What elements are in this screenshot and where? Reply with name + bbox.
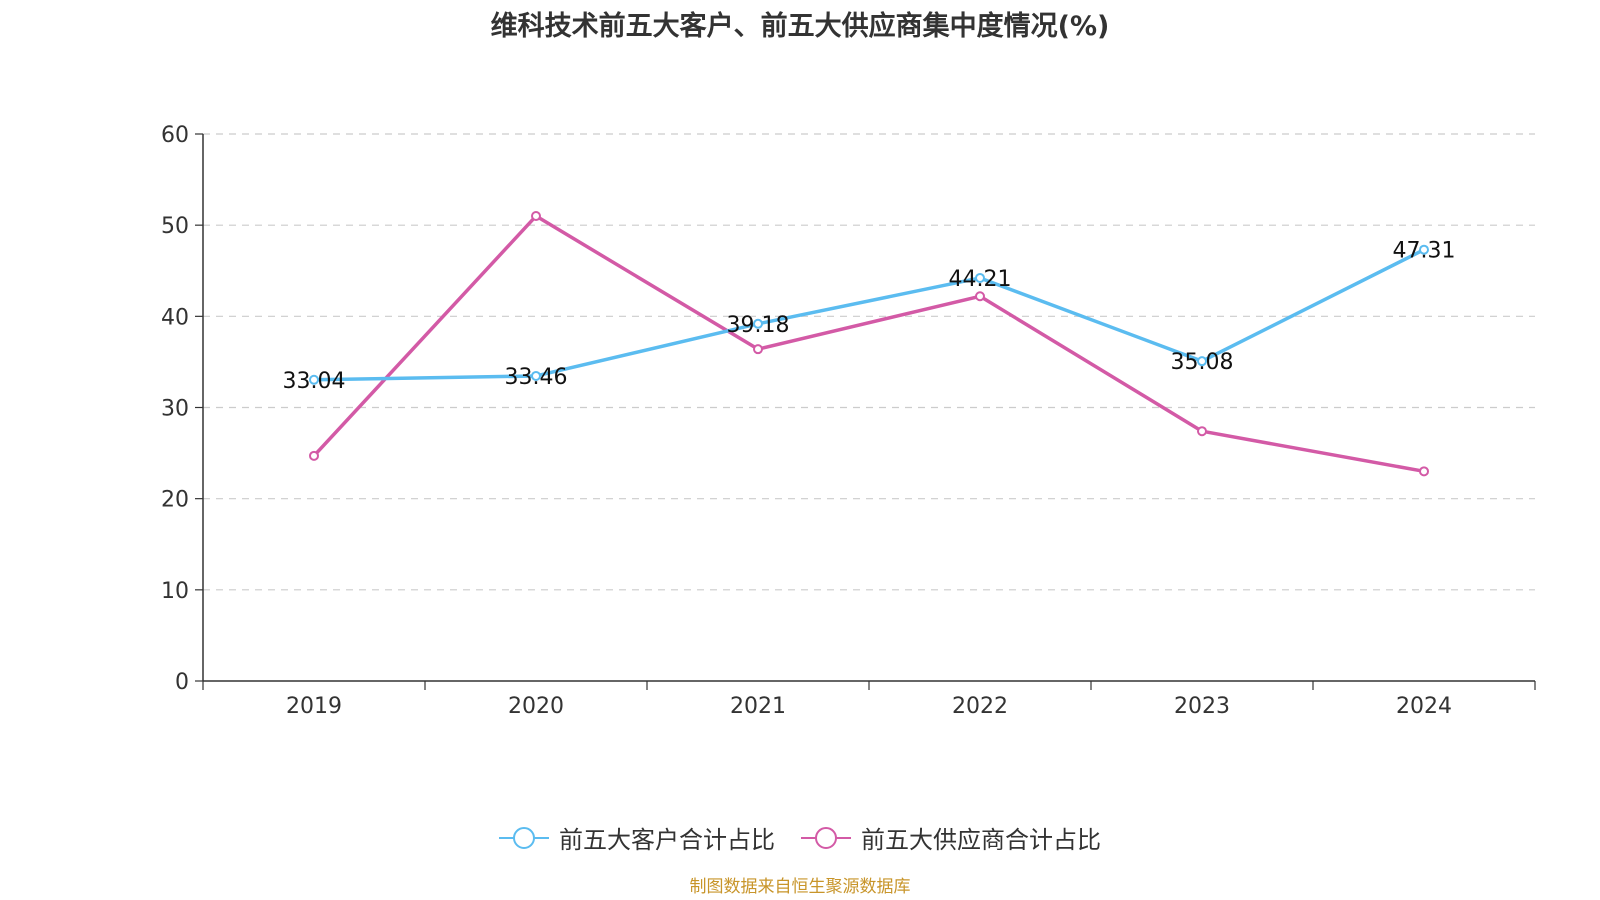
data-label: 33.04 xyxy=(283,369,346,394)
data-label: 47.31 xyxy=(1393,239,1456,264)
series-line-1 xyxy=(312,214,1425,474)
data-point[interactable] xyxy=(531,211,541,222)
x-tick-label: 2024 xyxy=(1396,694,1452,719)
data-point[interactable] xyxy=(975,272,985,283)
data-point[interactable] xyxy=(753,318,763,329)
data-label: 35.08 xyxy=(1171,350,1234,375)
legend-item-suppliers[interactable]: 前五大供应商合计占比 xyxy=(801,820,1101,855)
legend-label-customers: 前五大客户合计占比 xyxy=(559,826,775,854)
x-tick-label: 2022 xyxy=(952,694,1008,719)
data-point[interactable] xyxy=(309,450,319,461)
y-tick-label: 50 xyxy=(161,214,189,239)
data-labels: 33.04 33.46 39.18 44.21 35.08 47.31 xyxy=(283,239,1456,394)
chart-title: 维科技术前五大客户、前五大供应商集中度情况(%) xyxy=(490,11,1110,42)
legend-label-suppliers: 前五大供应商合计占比 xyxy=(861,826,1101,854)
y-tick-label: 60 xyxy=(161,123,189,148)
data-point[interactable] xyxy=(1197,426,1207,437)
x-tick-label: 2021 xyxy=(730,694,786,719)
y-tick-label: 20 xyxy=(161,488,189,513)
x-tick-label: 2020 xyxy=(508,694,564,719)
data-point[interactable] xyxy=(531,370,541,381)
legend-marker-suppliers-icon xyxy=(801,826,851,849)
data-label: 44.21 xyxy=(949,267,1012,292)
grid-lines xyxy=(203,133,1535,591)
data-point[interactable] xyxy=(753,344,763,355)
data-point[interactable] xyxy=(975,291,985,302)
x-tick-label: 2019 xyxy=(286,694,342,719)
data-point[interactable] xyxy=(1419,244,1429,255)
data-label: 39.18 xyxy=(727,313,790,338)
data-point[interactable] xyxy=(1419,466,1429,477)
y-tick-label: 40 xyxy=(161,305,189,330)
series-lines xyxy=(309,211,1429,477)
y-tick-label: 30 xyxy=(161,397,189,422)
legend: 前五大客户合计占比 前五大供应商合计占比 xyxy=(0,820,1600,855)
series-line-0 xyxy=(313,248,1425,382)
legend-marker-customers-icon xyxy=(499,826,549,849)
source-note: 制图数据来自恒生聚源数据库 xyxy=(689,877,911,897)
data-point[interactable] xyxy=(1197,356,1207,367)
data-label: 33.46 xyxy=(505,365,568,390)
y-tick-label: 10 xyxy=(161,579,189,604)
axes: 0 10 20 30 40 50 60 2019 2020 2021 2022 2023 2024 xyxy=(161,123,1536,719)
legend-item-customers[interactable]: 前五大客户合计占比 xyxy=(499,820,775,855)
y-tick-label: 0 xyxy=(175,670,189,695)
x-tick-label: 2023 xyxy=(1174,694,1230,719)
data-point[interactable] xyxy=(309,374,319,385)
